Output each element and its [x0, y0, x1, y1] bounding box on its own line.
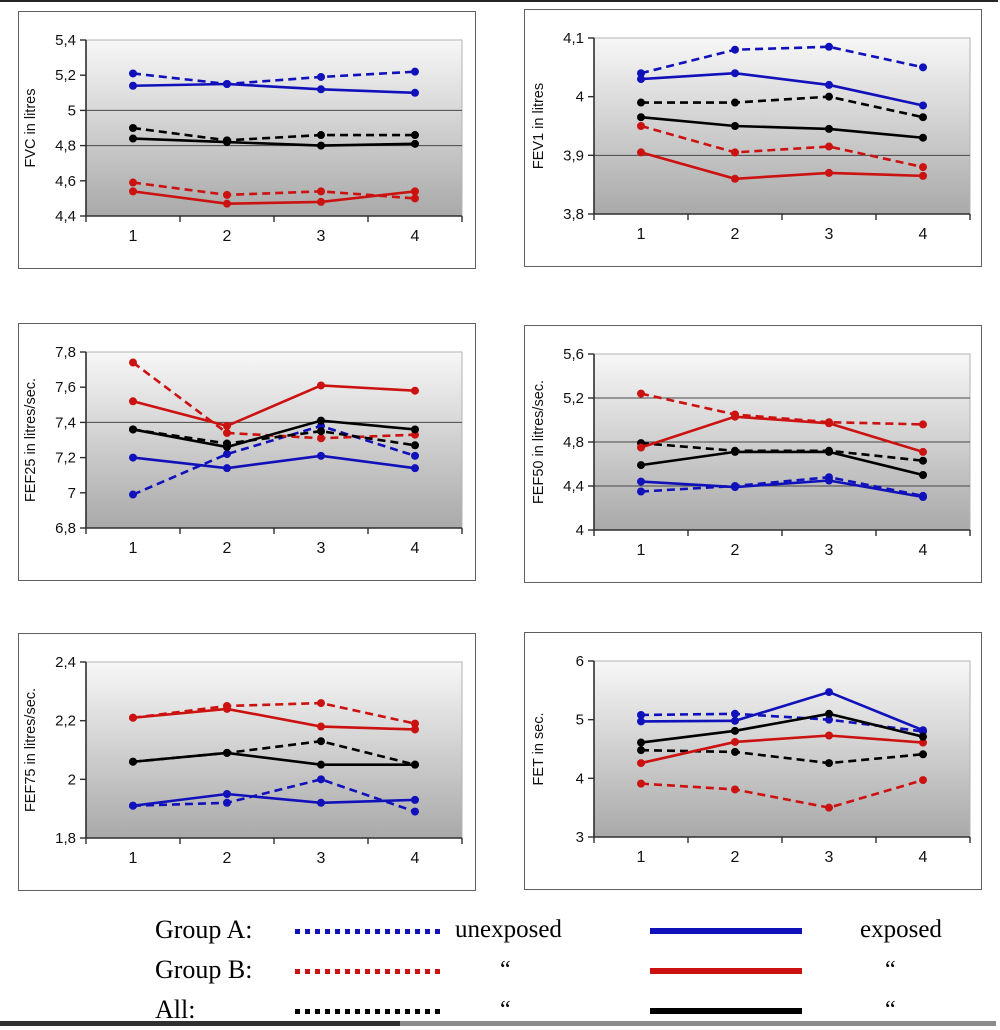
- legend-ditto-unexposed-b: “: [500, 957, 511, 983]
- legend-swatch-group-a-dotted: [295, 929, 445, 934]
- svg-text:2: 2: [731, 542, 740, 559]
- legend-label-all: All:: [155, 995, 196, 1024]
- legend-swatch-group-b-dotted: [295, 969, 445, 974]
- svg-text:5,2: 5,2: [563, 390, 584, 407]
- svg-text:1,8: 1,8: [55, 830, 76, 847]
- svg-text:5: 5: [576, 712, 584, 729]
- svg-text:4: 4: [576, 522, 584, 539]
- legend-swatch-group-a-solid: [650, 928, 802, 934]
- svg-text:3,9: 3,9: [563, 147, 584, 164]
- fet-line-chart: 3 4 5 6 1 2 3 4 FET in sec.: [531, 653, 971, 866]
- legend-swatch-all-solid: [650, 1008, 802, 1014]
- svg-text:2: 2: [731, 226, 740, 243]
- chart-panel-fvc: 4,4 4,6 4,8 5 5,2 5,4 1 2 3 4 FVC in litres: [18, 11, 476, 269]
- fvc-line-chart: 4,4 4,6 4,8 5 5,2 5,4 1 2 3 4 FVC in litres: [23, 32, 463, 245]
- svg-text:4,8: 4,8: [563, 434, 584, 451]
- svg-text:3: 3: [825, 542, 834, 559]
- legend-row-group-b: Group B: “ “: [0, 954, 1000, 990]
- svg-text:2: 2: [223, 850, 232, 867]
- svg-text:7,2: 7,2: [55, 450, 76, 467]
- svg-text:3: 3: [576, 829, 584, 846]
- svg-text:3: 3: [317, 850, 326, 867]
- chart-panel-fet: 3 4 5 6 1 2 3 4 FET in sec.: [524, 632, 982, 890]
- legend-ditto-exposed-all: “: [885, 997, 896, 1023]
- svg-text:4,1: 4,1: [563, 30, 584, 47]
- svg-text:2: 2: [223, 228, 232, 245]
- svg-text:1: 1: [637, 542, 646, 559]
- legend-swatch-group-b-solid: [650, 968, 802, 974]
- fef75-line-chart: 1,8 2 2,2 2,4 1 2 3 4 FEF75 in litres/sec.: [23, 654, 463, 867]
- svg-text:7,8: 7,8: [55, 344, 76, 361]
- svg-text:2: 2: [223, 540, 232, 557]
- svg-text:5: 5: [68, 102, 76, 119]
- svg-text:1: 1: [637, 849, 646, 866]
- svg-text:3: 3: [317, 540, 326, 557]
- svg-text:7,6: 7,6: [55, 379, 76, 396]
- svg-text:5,2: 5,2: [55, 67, 76, 84]
- svg-text:4: 4: [576, 89, 584, 106]
- svg-text:7,4: 7,4: [55, 414, 76, 431]
- svg-text:4: 4: [576, 770, 584, 787]
- svg-text:FEF50 in litres/sec.: FEF50 in litres/sec.: [531, 380, 547, 504]
- svg-text:FVC in litres: FVC in litres: [23, 89, 39, 168]
- svg-text:3: 3: [825, 849, 834, 866]
- fef50-line-chart: 4 4,4 4,8 5,2 5,6 1 2 3 4 FEF50 in litres/sec.: [531, 346, 971, 559]
- svg-text:4: 4: [919, 542, 928, 559]
- legend-row-group-a: Group A: unexposed exposed: [0, 914, 1000, 950]
- svg-text:7: 7: [68, 485, 76, 502]
- svg-text:4: 4: [411, 850, 420, 867]
- svg-text:1: 1: [129, 850, 138, 867]
- fef25-line-chart: 6,8 7 7,2 7,4 7,6 7,8 1 2 3 4 FEF25 in litres/sec.: [23, 344, 463, 557]
- svg-text:4: 4: [919, 849, 928, 866]
- svg-text:2,2: 2,2: [55, 713, 76, 730]
- chart-panel-fef25: 6,8 7 7,2 7,4 7,6 7,8 1 2 3 4 FEF25 in litres/sec.: [18, 323, 476, 581]
- shared-legend: Group A: unexposed exposed Group B: “ “ …: [0, 905, 1000, 1024]
- svg-text:3: 3: [317, 228, 326, 245]
- chart-panel-fef50: 4 4,4 4,8 5,2 5,6 1 2 3 4 FEF50 in litres/sec.: [524, 325, 982, 583]
- svg-text:FEV1 in litres: FEV1 in litres: [531, 83, 547, 169]
- svg-text:1: 1: [129, 228, 138, 245]
- svg-text:4,6: 4,6: [55, 173, 76, 190]
- legend-label-group-b: Group B:: [155, 955, 253, 984]
- svg-text:FET in sec.: FET in sec.: [531, 712, 547, 785]
- svg-text:FEF25 in litres/sec.: FEF25 in litres/sec.: [23, 378, 39, 502]
- svg-text:3: 3: [825, 226, 834, 243]
- svg-text:3,8: 3,8: [563, 206, 584, 223]
- legend-text-exposed: exposed: [860, 916, 942, 943]
- bottom-border-bar: [0, 1021, 996, 1026]
- svg-text:4: 4: [411, 228, 420, 245]
- svg-text:2: 2: [68, 771, 76, 788]
- svg-text:2: 2: [731, 849, 740, 866]
- svg-text:4,8: 4,8: [55, 138, 76, 155]
- legend-ditto-exposed-b: “: [885, 957, 896, 983]
- legend-text-unexposed: unexposed: [455, 916, 562, 943]
- svg-text:2,4: 2,4: [55, 654, 76, 671]
- svg-text:FEF75 in litres/sec.: FEF75 in litres/sec.: [23, 688, 39, 812]
- svg-text:1: 1: [129, 540, 138, 557]
- svg-text:5,6: 5,6: [563, 346, 584, 363]
- chart-panel-fef75: 1,8 2 2,2 2,4 1 2 3 4 FEF75 in litres/sec.: [18, 633, 476, 891]
- svg-text:6: 6: [576, 653, 584, 670]
- svg-text:4: 4: [411, 540, 420, 557]
- fev1-line-chart: 3,8 3,9 4 4,1 1 2 3 4 FEV1 in litres: [531, 30, 971, 243]
- top-border-line: [0, 0, 998, 2]
- svg-text:4,4: 4,4: [55, 208, 76, 225]
- legend-row-all: All: “ “: [0, 994, 1000, 1030]
- svg-text:4: 4: [919, 226, 928, 243]
- legend-ditto-unexposed-all: “: [500, 997, 511, 1023]
- legend-swatch-all-dotted: [295, 1009, 445, 1014]
- legend-label-group-a: Group A:: [155, 915, 253, 944]
- svg-text:5,4: 5,4: [55, 32, 76, 49]
- svg-text:1: 1: [637, 226, 646, 243]
- chart-panel-fev1: 3,8 3,9 4 4,1 1 2 3 4 FEV1 in litres: [524, 9, 982, 267]
- svg-text:4,4: 4,4: [563, 478, 584, 495]
- svg-text:6,8: 6,8: [55, 520, 76, 537]
